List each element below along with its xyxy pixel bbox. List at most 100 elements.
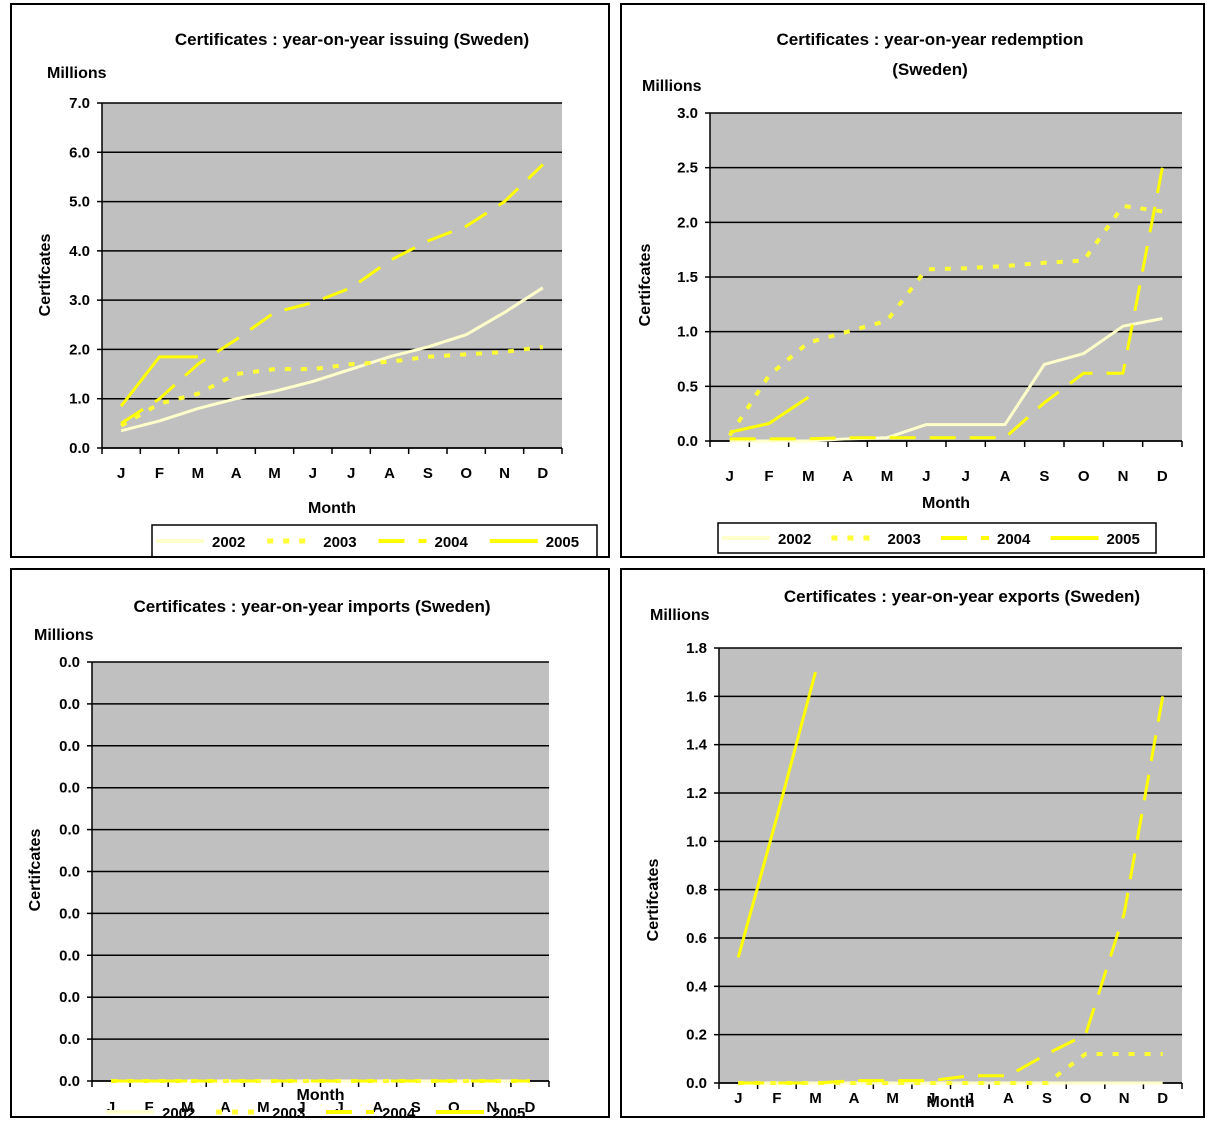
x-tick-label: F [155,465,164,482]
series-line-2004 [120,163,544,425]
x-tick-label: F [772,1090,781,1107]
imports-chart-panel: 0.0 0.0 0.0 0.0 0.0 0.0 0.0 0.0 0.0 0.0 0.0 J F M A M J J… [10,568,610,1118]
x-tick-label: S [1039,468,1049,485]
chart-svg: 0.0 1.0 2.0 3.0 4.0 5.0 6.0 7.0 J F M A M J J A S O N D Cert… [37,30,598,556]
series-line-2002 [120,286,544,433]
chart-title-line2: (Sweden) [892,60,968,79]
x-tick-label: M [181,1099,194,1116]
legend-label-2004: 2004 [435,534,469,551]
x-tick-label: N [499,465,510,482]
y-tick-label: 0.0 [69,440,90,457]
y-tick-label: 0.0 [59,1031,80,1048]
chart-title: Certificates : year-on-year imports (Swe… [133,597,490,616]
y-tick-label: 2.0 [69,341,90,358]
series-line-2005 [729,396,810,434]
x-tick-label: J [297,1099,305,1116]
y-tick-label: 0.2 [686,1027,707,1044]
y-tick-label: 6.0 [69,144,90,161]
unit-label: Millions [47,65,107,82]
x-tick-label: A [384,465,395,482]
y-tick-label: 7.0 [69,95,90,112]
y-tick-label: 1.6 [686,688,707,705]
x-tick-label: J [961,468,969,485]
y-tick-label: 5.0 [69,194,90,211]
plot-area [719,648,1182,1083]
series-line-2003 [727,203,1163,437]
x-tick-label: J [927,1090,935,1107]
y-tick-label: 0.0 [686,1075,707,1092]
x-axis-label: Month [922,495,970,512]
x-tick-label: M [257,1099,270,1116]
y-tick-label: 0.0 [59,738,80,755]
y-tick-label: 2.0 [677,214,698,231]
series-line-2005 [119,355,198,408]
y-tick-label: 0.0 [59,780,80,797]
y-axis-label: Certifcates [37,234,54,317]
exports-chart-panel: 0.0 0.2 0.4 0.6 0.8 1.0 1.2 1.4 1.6 1.8 J F M A M J J A S O… [620,568,1205,1118]
y-tick-label: 0.8 [686,882,707,899]
chart-svg: 0.0 0.2 0.4 0.6 0.8 1.0 1.2 1.4 1.6 1.8 J F M A M J J A S O… [645,587,1183,1111]
y-tick-label: 0.4 [686,978,708,995]
x-tick-label: J [922,468,930,485]
legend-label-2002: 2002 [212,534,245,551]
legend-label-2003: 2003 [272,1105,305,1116]
y-tick-label: 2.5 [677,160,698,177]
x-tick-label: A [842,468,853,485]
y-tick-label: 0.5 [677,378,698,395]
series-line-2002 [729,317,1163,443]
x-tick-label: M [802,468,815,485]
chart-svg: 0.0 0.0 0.0 0.0 0.0 0.0 0.0 0.0 0.0 0.0 0.0 J F M A M J J… [27,597,550,1116]
unit-label: Millions [34,627,94,644]
x-tick-label: A [849,1090,860,1107]
x-tick-label: J [347,465,355,482]
x-tick-label: M [192,465,205,482]
legend-label-2003: 2003 [323,534,356,551]
y-tick-label: 0.0 [59,654,80,671]
x-tick-label: J [725,468,733,485]
y-tick-label: 1.2 [686,785,707,802]
unit-label: Millions [642,78,702,95]
x-tick-label: D [1157,1090,1168,1107]
y-tick-label: 4.0 [69,243,90,260]
chart-title: Certificates : year-on-year issuing (Swe… [175,30,529,49]
y-tick-label: 0.0 [59,947,80,964]
x-axis-label: Month [927,1094,975,1111]
x-tick-label: M [268,465,281,482]
y-tick-label: 0.0 [59,905,80,922]
series-line-2003 [738,1052,1163,1085]
x-tick-label: D [1157,468,1168,485]
x-tick-label: N [486,1099,497,1116]
y-tick-label: 0.0 [59,1073,80,1090]
legend-label-2004: 2004 [997,531,1031,548]
y-axis-label: Certifcates [637,244,654,327]
legend-label-2005: 2005 [1107,531,1140,548]
y-tick-label: 0.0 [59,864,80,881]
y-tick-label: 3.0 [69,292,90,309]
x-tick-label: S [423,465,433,482]
x-tick-label: J [734,1090,742,1107]
x-axis-label: Month [308,500,356,517]
x-tick-label: D [537,465,548,482]
x-tick-label: J [107,1099,115,1116]
x-tick-label: O [1080,1090,1092,1107]
y-tick-label: 1.0 [69,391,90,408]
x-tick-label: A [220,1099,231,1116]
redemption-chart-panel: 0.0 0.5 1.0 1.5 2.0 2.5 3.0 J F M A M J J A S O N D Certifi… [620,3,1205,558]
plot-area [102,103,562,448]
x-tick-label: J [117,465,125,482]
y-tick-label: 1.0 [677,324,698,341]
y-tick-label: 0.0 [59,822,80,839]
x-tick-label: S [411,1099,421,1116]
series-line-2004 [738,696,1165,1085]
y-tick-label: 0.0 [677,433,698,450]
x-tick-label: M [886,1090,899,1107]
legend: 2002 2003 2004 2005 [151,524,598,556]
x-tick-label: J [309,465,317,482]
unit-label: Millions [650,607,710,624]
y-tick-label: 0.0 [59,696,80,713]
legend-label-2004: 2004 [382,1105,416,1116]
x-tick-label: D [525,1099,536,1116]
x-tick-label: O [1078,468,1090,485]
y-axis-label: Certifcates [27,829,44,912]
y-axis-label: Certifcates [645,859,662,942]
